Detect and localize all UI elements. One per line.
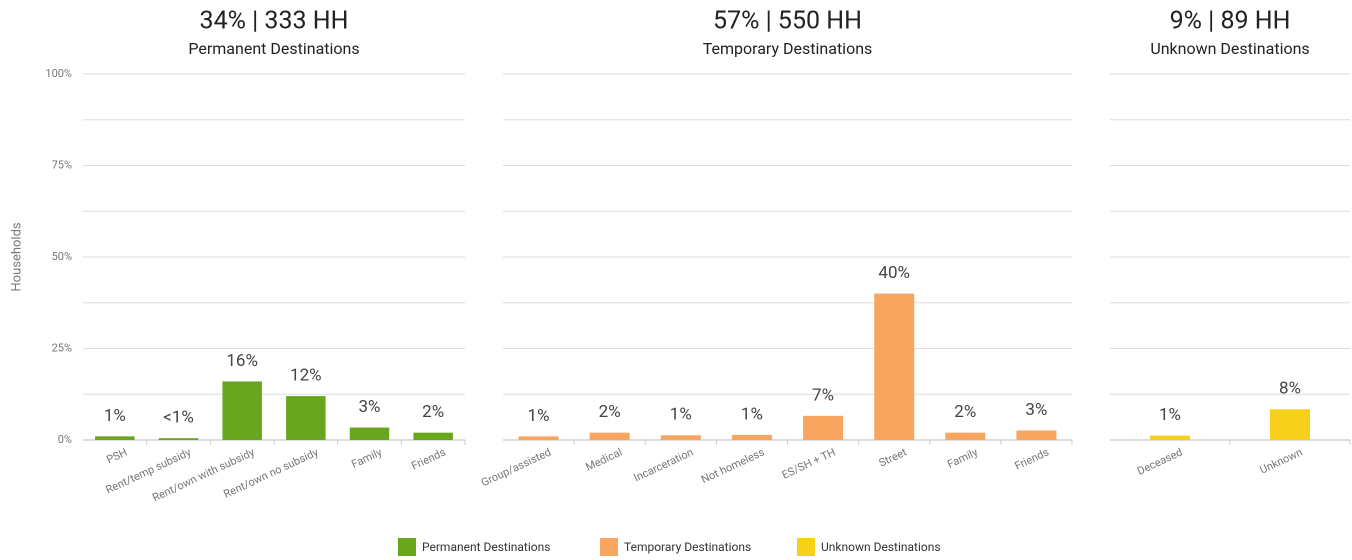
legend-label: Temporary Destinations (624, 540, 751, 554)
panel-subtitle: Temporary Destinations (703, 39, 873, 58)
y-tick-label: 100% (45, 67, 72, 80)
value-label: 8% (1279, 379, 1301, 399)
bar (1150, 435, 1190, 440)
value-label: 2% (422, 402, 444, 422)
value-label: 7% (812, 385, 834, 405)
bar (1270, 409, 1310, 440)
y-tick-label: 0% (58, 433, 72, 446)
bar (95, 436, 135, 440)
legend-swatch (797, 538, 815, 556)
panel-title: 34% | 333 HH (200, 7, 349, 36)
value-label: 3% (358, 397, 380, 417)
panel-title: 57% | 550 HH (713, 7, 862, 36)
panel-subtitle: Permanent Destinations (188, 39, 359, 58)
value-label: 2% (599, 402, 621, 422)
x-tick-label: ES/SH + TH (780, 446, 838, 482)
bar (222, 381, 262, 440)
bar (518, 436, 559, 440)
x-tick-label: PSH (105, 446, 130, 467)
x-tick-label: Friends (1013, 445, 1052, 472)
bar (286, 396, 326, 440)
y-tick-label: 25% (52, 341, 72, 354)
value-label: 1% (741, 404, 763, 424)
x-tick-label: Family (349, 445, 384, 471)
bar (589, 432, 630, 440)
bar (158, 438, 199, 440)
legend-swatch (398, 538, 416, 556)
bar (945, 432, 986, 440)
bar (349, 427, 390, 440)
value-label: 1% (528, 406, 550, 426)
value-label: 3% (1025, 400, 1047, 420)
x-tick-label: Family (945, 445, 980, 471)
value-label: 2% (954, 402, 976, 422)
legend-label: Unknown Destinations (821, 540, 941, 554)
bar (874, 293, 915, 440)
bar (660, 435, 701, 440)
x-tick-label: Friends (409, 445, 448, 472)
value-label: 1% (1159, 405, 1181, 425)
legend-swatch (600, 538, 618, 556)
value-label: 40% (878, 263, 910, 283)
x-tick-label: Street (877, 445, 909, 469)
value-label: 12% (290, 366, 322, 386)
panel-title: 9% | 89 HH (1170, 7, 1291, 36)
bar (803, 415, 844, 440)
x-tick-label: Group/assisted (479, 446, 553, 490)
x-tick-label: Deceased (1135, 446, 1184, 478)
y-tick-label: 50% (52, 250, 72, 263)
bar (413, 432, 453, 440)
x-tick-label: Incarceration (632, 446, 696, 485)
x-tick-label: Rent/own with subsidy (150, 445, 257, 504)
y-axis-label: Households (9, 222, 24, 292)
value-label: 16% (226, 351, 258, 371)
y-tick-label: 75% (52, 158, 72, 171)
value-label: 1% (104, 406, 126, 426)
panel-subtitle: Unknown Destinations (1150, 39, 1309, 58)
bar (1016, 430, 1057, 440)
value-label: 1% (670, 405, 692, 425)
x-tick-label: Medical (584, 446, 625, 474)
x-tick-label: Not homeless (699, 445, 767, 486)
bar (731, 434, 772, 440)
value-label: <1% (163, 408, 194, 428)
legend-label: Permanent Destinations (422, 540, 550, 554)
x-tick-label: Unknown (1258, 446, 1305, 477)
